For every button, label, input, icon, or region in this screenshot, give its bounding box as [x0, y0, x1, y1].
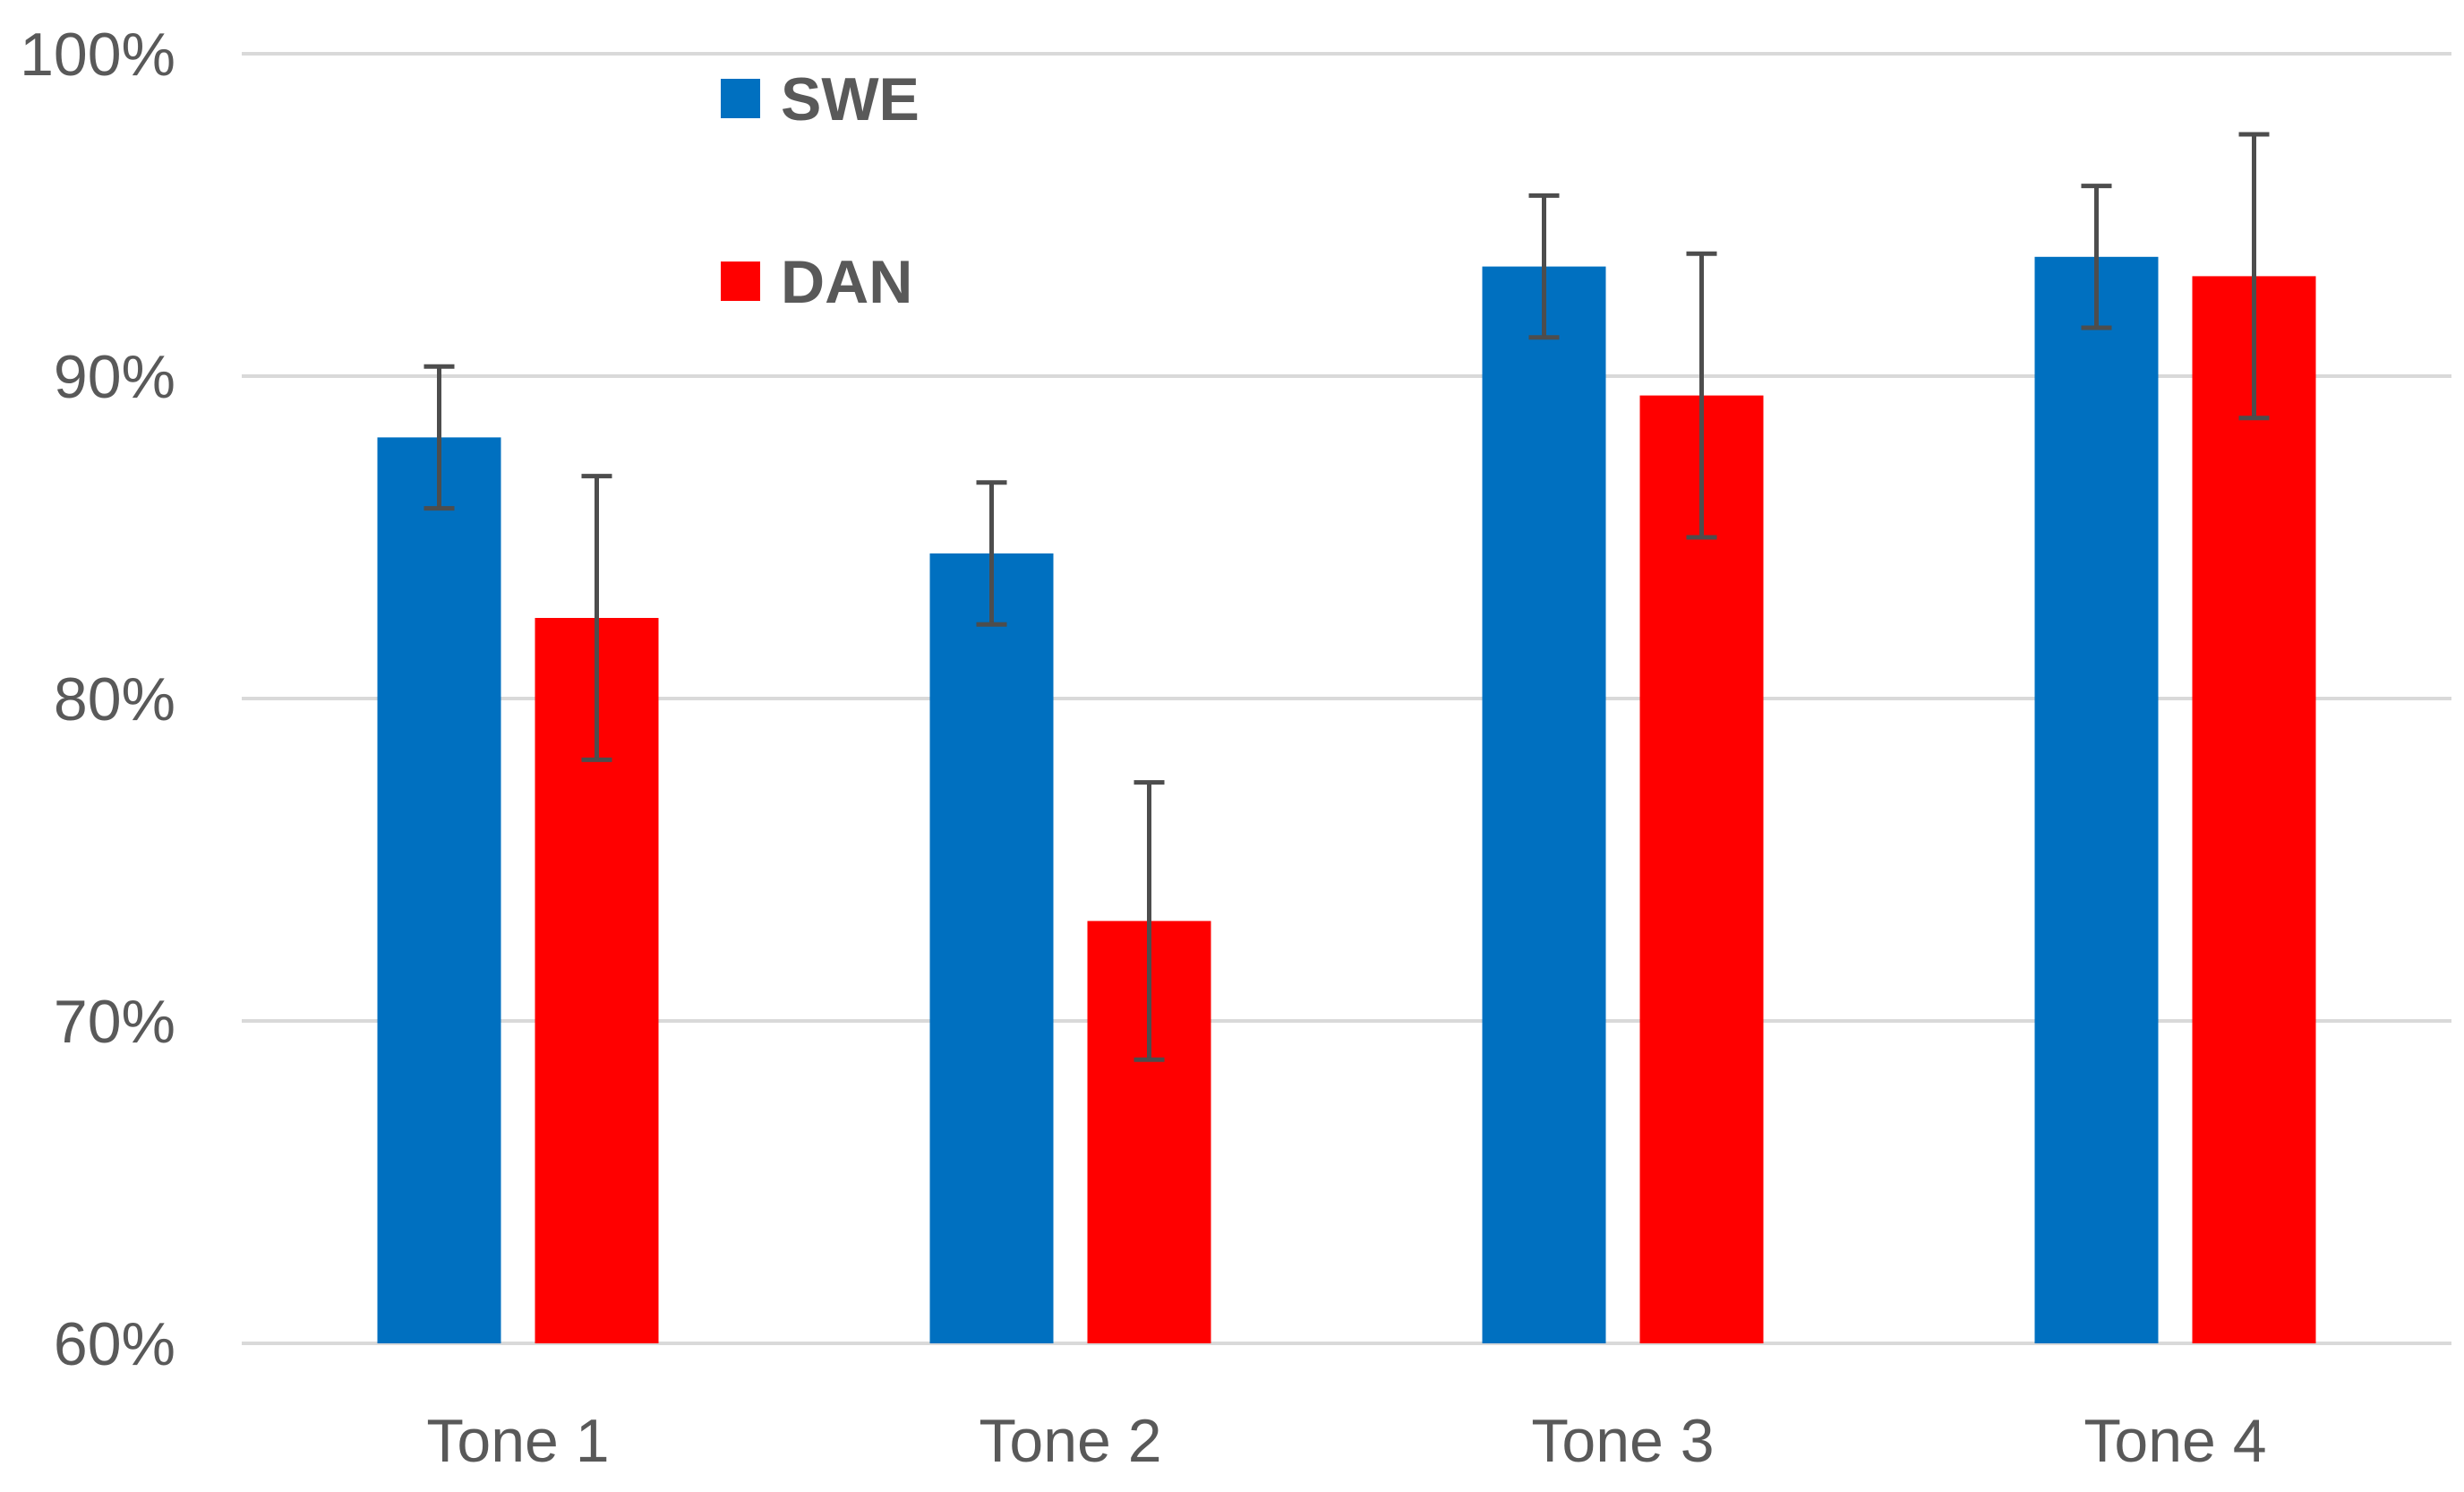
error-bar-dan-2 — [1134, 780, 1165, 1062]
error-bar-swe-2 — [976, 480, 1007, 627]
bar-swe-tone-2 — [929, 553, 1054, 1343]
bar-dan-tone-3 — [1639, 395, 1764, 1344]
x-tick-label: Tone 1 — [426, 1407, 609, 1475]
bar-swe-tone-4 — [2034, 256, 2159, 1343]
legend-swatch-dan — [721, 262, 760, 301]
error-bar-dan-1 — [581, 474, 612, 762]
y-tick-label: 60% — [54, 1310, 175, 1378]
y-tick-label: 70% — [54, 988, 175, 1056]
y-tick-label: 90% — [54, 343, 175, 411]
y-tick-label: 80% — [54, 665, 175, 733]
error-bars — [424, 132, 2270, 1062]
error-bar-swe-4 — [2081, 184, 2112, 330]
bar-dan-tone-4 — [2192, 276, 2316, 1343]
legend: SWE DAN — [721, 65, 920, 316]
x-tick-label: Tone 2 — [979, 1407, 1161, 1475]
error-bar-swe-3 — [1528, 193, 1560, 340]
x-axis-tick-labels: Tone 1 Tone 2 Tone 3 Tone 4 — [426, 1407, 2266, 1475]
bar-swe-tone-1 — [377, 437, 501, 1343]
y-tick-label: 100% — [20, 21, 175, 89]
error-bar-swe-1 — [424, 364, 455, 511]
bar-swe-tone-3 — [1482, 266, 1606, 1344]
error-bar-dan-4 — [2238, 132, 2270, 421]
x-tick-label: Tone 3 — [1531, 1407, 1714, 1475]
legend-swatch-swe — [721, 79, 760, 118]
x-tick-label: Tone 4 — [2083, 1407, 2266, 1475]
legend-label-swe: SWE — [781, 65, 920, 133]
error-bar-dan-3 — [1686, 251, 1717, 540]
bars — [377, 256, 2316, 1344]
legend-label-dan: DAN — [781, 248, 912, 316]
y-axis-tick-labels: 60% 70% 80% 90% 100% — [20, 21, 175, 1378]
